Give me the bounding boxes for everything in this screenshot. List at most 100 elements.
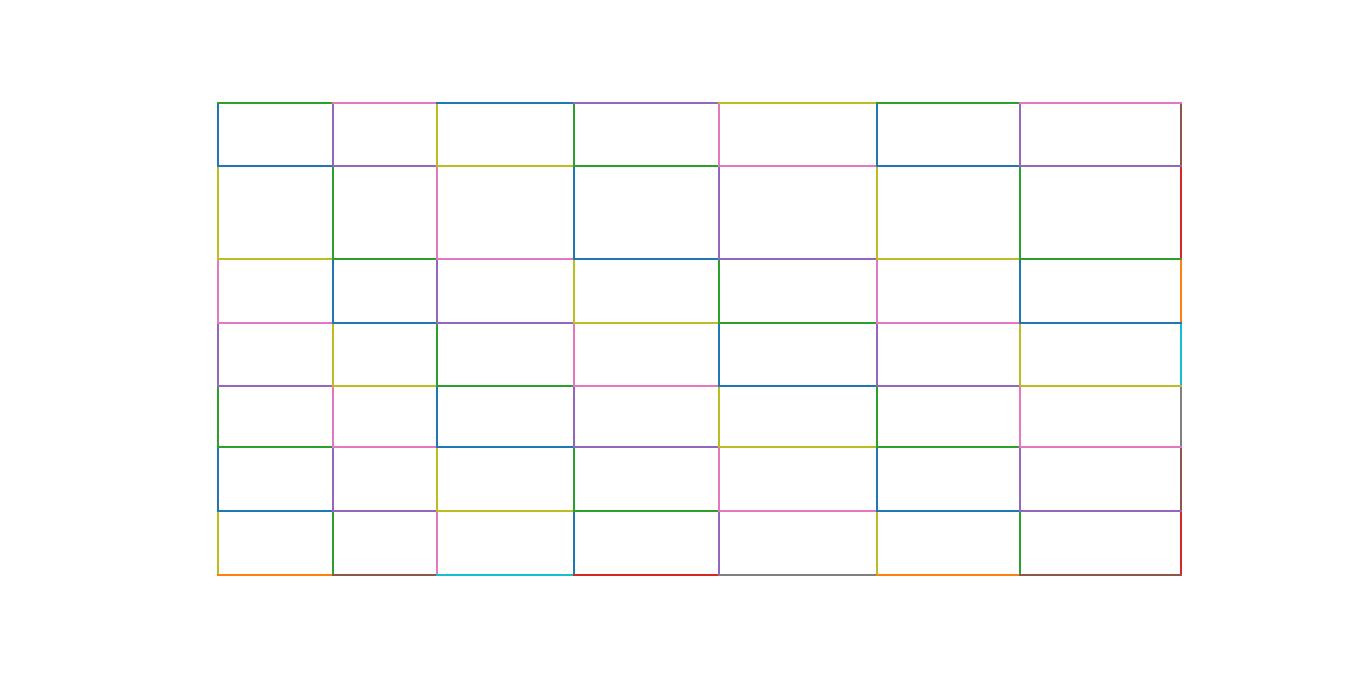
h-edge-row5-col6 xyxy=(1019,446,1182,448)
v-edge-col3-row4 xyxy=(573,385,575,448)
h-edge-row3-col1 xyxy=(332,322,438,324)
h-edge-row3-col0 xyxy=(217,322,334,324)
v-edge-col7-row1 xyxy=(1180,165,1182,260)
h-edge-row7-col1 xyxy=(332,574,438,576)
v-edge-col2-row5 xyxy=(436,446,438,512)
v-edge-col7-row2 xyxy=(1180,258,1182,324)
h-edge-row0-col1 xyxy=(332,102,438,104)
v-edge-col6-row1 xyxy=(1019,165,1021,260)
h-edge-row4-col6 xyxy=(1019,385,1182,387)
v-edge-col5-row1 xyxy=(876,165,878,260)
v-edge-col7-row3 xyxy=(1180,322,1182,387)
v-edge-col6-row2 xyxy=(1019,258,1021,324)
v-edge-col7-row4 xyxy=(1180,385,1182,448)
h-edge-row2-col4 xyxy=(718,258,878,260)
v-edge-col4-row3 xyxy=(718,322,720,387)
v-edge-col5-row3 xyxy=(876,322,878,387)
h-edge-row3-col3 xyxy=(573,322,720,324)
h-edge-row6-col5 xyxy=(876,510,1021,512)
h-edge-row6-col6 xyxy=(1019,510,1182,512)
v-edge-col5-row0 xyxy=(876,102,878,167)
v-edge-col0-row4 xyxy=(217,385,219,448)
h-edge-row1-col4 xyxy=(718,165,878,167)
v-edge-col1-row5 xyxy=(332,446,334,512)
h-edge-row2-col1 xyxy=(332,258,438,260)
v-edge-col1-row3 xyxy=(332,322,334,387)
h-edge-row4-col3 xyxy=(573,385,720,387)
v-edge-col2-row1 xyxy=(436,165,438,260)
v-edge-col4-row0 xyxy=(718,102,720,167)
v-edge-col5-row2 xyxy=(876,258,878,324)
h-edge-row6-col1 xyxy=(332,510,438,512)
h-edge-row4-col0 xyxy=(217,385,334,387)
v-edge-col3-row3 xyxy=(573,322,575,387)
h-edge-row1-col3 xyxy=(573,165,720,167)
v-edge-col6-row6 xyxy=(1019,510,1021,576)
h-edge-row4-col2 xyxy=(436,385,575,387)
h-edge-row0-col4 xyxy=(718,102,878,104)
v-edge-col0-row6 xyxy=(217,510,219,576)
v-edge-col1-row6 xyxy=(332,510,334,576)
h-edge-row0-col6 xyxy=(1019,102,1182,104)
h-edge-row1-col1 xyxy=(332,165,438,167)
v-edge-col7-row6 xyxy=(1180,510,1182,576)
v-edge-col2-row3 xyxy=(436,322,438,387)
h-edge-row1-col5 xyxy=(876,165,1021,167)
h-edge-row5-col2 xyxy=(436,446,575,448)
v-edge-col6-row4 xyxy=(1019,385,1021,448)
h-edge-row6-col0 xyxy=(217,510,334,512)
h-edge-row7-col6 xyxy=(1019,574,1182,576)
h-edge-row5-col0 xyxy=(217,446,334,448)
v-edge-col0-row3 xyxy=(217,322,219,387)
h-edge-row2-col0 xyxy=(217,258,334,260)
v-edge-col0-row0 xyxy=(217,102,219,167)
h-edge-row4-col5 xyxy=(876,385,1021,387)
v-edge-col0-row5 xyxy=(217,446,219,512)
v-edge-col4-row2 xyxy=(718,258,720,324)
h-edge-row7-col0 xyxy=(217,574,334,576)
v-edge-col0-row1 xyxy=(217,165,219,260)
h-edge-row0-col0 xyxy=(217,102,334,104)
h-edge-row2-col5 xyxy=(876,258,1021,260)
v-edge-col0-row2 xyxy=(217,258,219,324)
v-edge-col4-row4 xyxy=(718,385,720,448)
h-edge-row2-col2 xyxy=(436,258,575,260)
v-edge-col3-row6 xyxy=(573,510,575,576)
h-edge-row1-col2 xyxy=(436,165,575,167)
v-edge-col5-row6 xyxy=(876,510,878,576)
v-edge-col6-row0 xyxy=(1019,102,1021,167)
h-edge-row4-col4 xyxy=(718,385,878,387)
h-edge-row7-col2 xyxy=(436,574,575,576)
h-edge-row0-col2 xyxy=(436,102,575,104)
h-edge-row5-col4 xyxy=(718,446,878,448)
h-edge-row3-col6 xyxy=(1019,322,1182,324)
v-edge-col1-row2 xyxy=(332,258,334,324)
v-edge-col6-row3 xyxy=(1019,322,1021,387)
h-edge-row2-col3 xyxy=(573,258,720,260)
v-edge-col5-row5 xyxy=(876,446,878,512)
h-edge-row7-col4 xyxy=(718,574,878,576)
v-edge-col1-row0 xyxy=(332,102,334,167)
h-edge-row5-col1 xyxy=(332,446,438,448)
v-edge-col2-row0 xyxy=(436,102,438,167)
h-edge-row6-col2 xyxy=(436,510,575,512)
h-edge-row5-col5 xyxy=(876,446,1021,448)
v-edge-col5-row4 xyxy=(876,385,878,448)
v-edge-col6-row5 xyxy=(1019,446,1021,512)
h-edge-row2-col6 xyxy=(1019,258,1182,260)
h-edge-row5-col3 xyxy=(573,446,720,448)
h-edge-row0-col3 xyxy=(573,102,720,104)
h-edge-row1-col6 xyxy=(1019,165,1182,167)
v-edge-col7-row5 xyxy=(1180,446,1182,512)
h-edge-row7-col3 xyxy=(573,574,720,576)
v-edge-col3-row5 xyxy=(573,446,575,512)
v-edge-col2-row2 xyxy=(436,258,438,324)
v-edge-col4-row1 xyxy=(718,165,720,260)
v-edge-col1-row1 xyxy=(332,165,334,260)
h-edge-row1-col0 xyxy=(217,165,334,167)
h-edge-row3-col2 xyxy=(436,322,575,324)
h-edge-row6-col4 xyxy=(718,510,878,512)
h-edge-row0-col5 xyxy=(876,102,1021,104)
v-edge-col4-row6 xyxy=(718,510,720,576)
